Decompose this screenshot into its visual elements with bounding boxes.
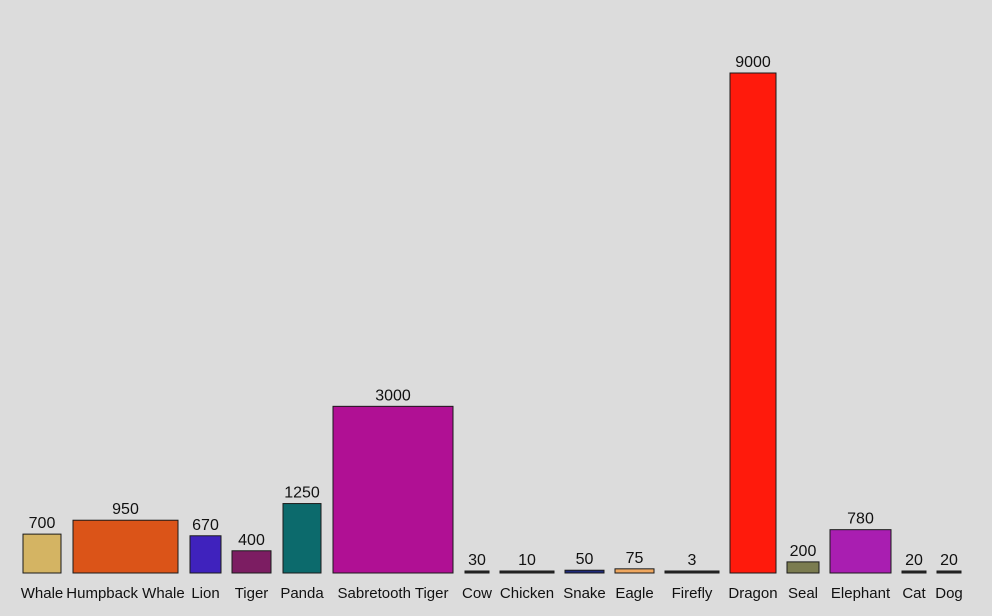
value-label-seal: 200 (790, 543, 817, 560)
value-label-cow: 30 (468, 552, 486, 569)
category-label-chicken: Chicken (500, 585, 554, 602)
value-label-humpback-whale: 950 (112, 501, 139, 518)
bar-panda (282, 503, 322, 574)
bar-snake (564, 569, 605, 574)
bar-tiger (231, 550, 272, 574)
category-label-seal: Seal (788, 585, 818, 602)
value-labels-layer: 700 950 670 400 1250 3000 30 10 50 75 3 9000 200 780 2… (29, 54, 958, 569)
bars-layer (22, 72, 962, 574)
category-label-cow: Cow (462, 585, 492, 602)
category-label-dog: Dog (935, 585, 963, 602)
value-label-sabretooth-tiger: 3000 (375, 387, 411, 404)
category-label-whale: Whale (21, 585, 64, 602)
bar-elephant (829, 529, 892, 574)
bar-cow (464, 570, 490, 574)
bar-chicken (499, 570, 555, 574)
category-label-firefly: Firefly (672, 585, 713, 602)
category-label-humpback-whale: Humpback Whale (66, 585, 184, 602)
value-label-cat: 20 (905, 552, 923, 569)
value-label-panda: 1250 (284, 485, 320, 502)
bar-humpback-whale (72, 519, 179, 574)
category-label-cat: Cat (902, 585, 926, 602)
value-label-firefly: 3 (688, 552, 697, 569)
value-label-dog: 20 (940, 552, 958, 569)
bar-whale (22, 533, 62, 574)
bar-firefly (664, 570, 720, 574)
value-label-eagle: 75 (626, 550, 644, 567)
category-label-panda: Panda (280, 585, 324, 602)
bar-sabretooth-tiger (332, 405, 454, 574)
bar-cat (901, 570, 927, 574)
category-label-tiger: Tiger (235, 585, 269, 602)
value-label-lion: 670 (192, 517, 219, 534)
bar-lion (189, 535, 222, 574)
category-label-lion: Lion (191, 585, 219, 602)
value-label-chicken: 10 (518, 552, 536, 569)
value-label-elephant: 780 (847, 511, 874, 528)
category-labels-layer: Whale Humpback Whale Lion Tiger Panda Sabreto… (21, 585, 963, 602)
category-label-sabretooth-tiger: Sabretooth Tiger (338, 585, 449, 602)
category-label-eagle: Eagle (615, 585, 653, 602)
value-label-dragon: 9000 (735, 54, 771, 71)
category-label-snake: Snake (563, 585, 606, 602)
bar-seal (786, 561, 820, 574)
bar-dog (936, 570, 962, 574)
value-label-tiger: 400 (238, 532, 265, 549)
value-label-whale: 700 (29, 515, 56, 532)
category-label-elephant: Elephant (831, 585, 891, 602)
bar-dragon (729, 72, 777, 574)
bar-eagle (614, 568, 655, 574)
category-label-dragon: Dragon (728, 585, 777, 602)
value-label-snake: 50 (576, 551, 594, 568)
